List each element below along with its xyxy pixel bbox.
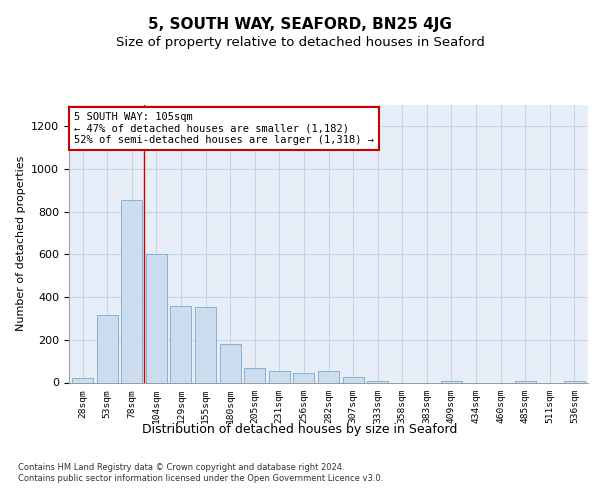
Text: Distribution of detached houses by size in Seaford: Distribution of detached houses by size … (142, 422, 458, 436)
Bar (72, 378, 93, 382)
Bar (195, 306, 216, 382)
Text: 5 SOUTH WAY: 105sqm
← 47% of detached houses are smaller (1,182)
52% of semi-det: 5 SOUTH WAY: 105sqm ← 47% of detached ho… (74, 112, 374, 145)
Bar (146, 254, 167, 382)
Text: Contains public sector information licensed under the Open Government Licence v3: Contains public sector information licen… (18, 474, 383, 483)
Text: 5, SOUTH WAY, SEAFORD, BN25 4JG: 5, SOUTH WAY, SEAFORD, BN25 4JG (148, 18, 452, 32)
Text: Size of property relative to detached houses in Seaford: Size of property relative to detached ho… (116, 36, 484, 49)
Bar (318, 371, 339, 382)
Bar (269, 371, 290, 382)
Bar (121, 200, 142, 382)
Bar (293, 373, 314, 382)
Bar (343, 376, 364, 382)
Bar (220, 344, 241, 383)
Bar (170, 306, 191, 382)
Y-axis label: Number of detached properties: Number of detached properties (16, 156, 26, 332)
Bar (244, 368, 265, 382)
Text: Contains HM Land Registry data © Crown copyright and database right 2024.: Contains HM Land Registry data © Crown c… (18, 462, 344, 471)
Bar (97, 316, 118, 382)
